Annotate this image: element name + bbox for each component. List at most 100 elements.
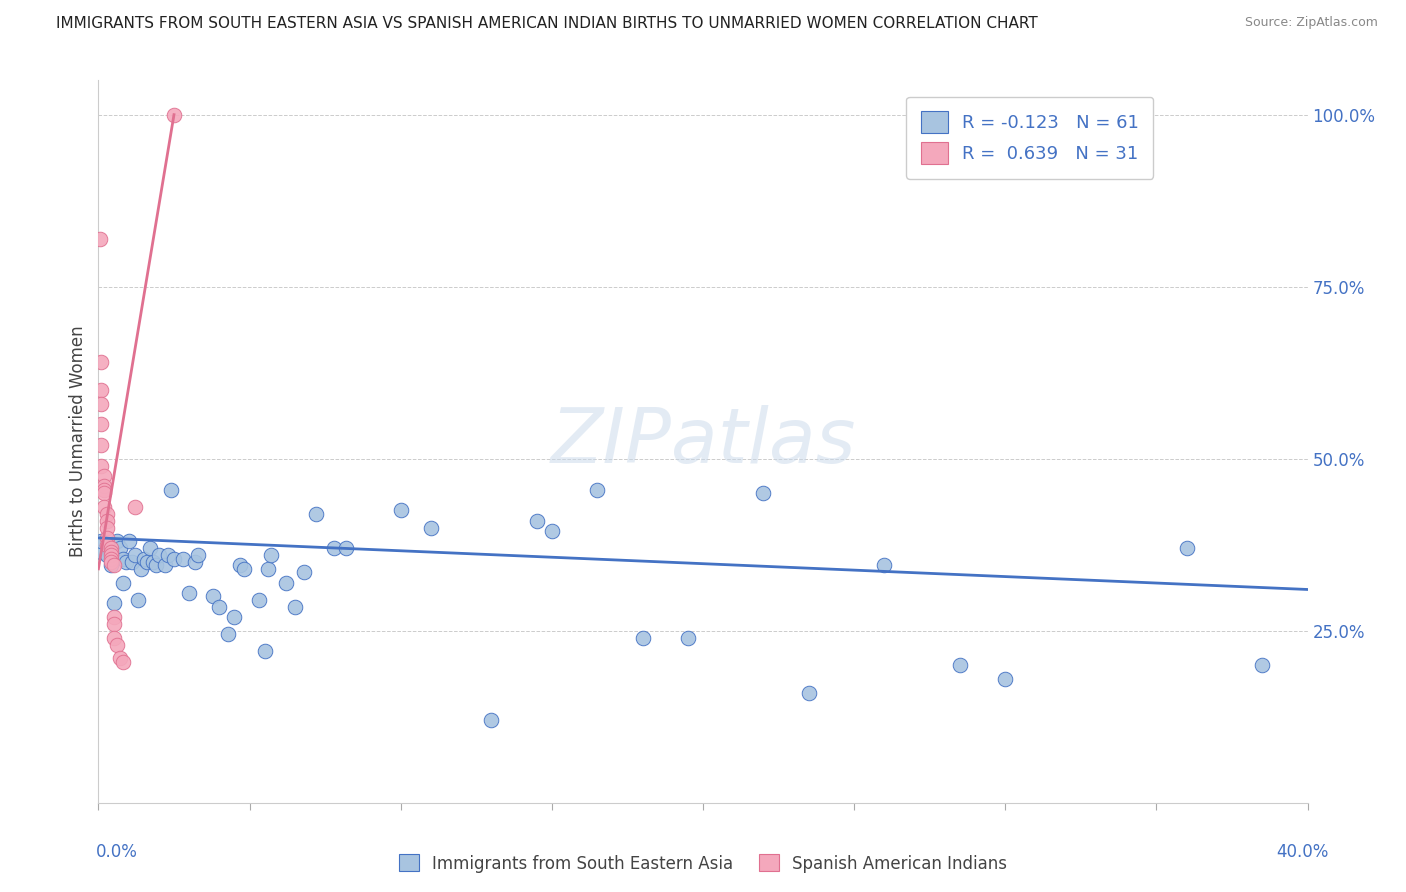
Point xyxy=(100,548,122,562)
Point xyxy=(93,479,115,493)
Point xyxy=(103,610,125,624)
Point xyxy=(676,631,699,645)
Point xyxy=(103,558,125,573)
Point xyxy=(232,562,254,576)
Point xyxy=(90,355,112,369)
Point xyxy=(256,562,278,576)
Point xyxy=(873,558,896,573)
Point xyxy=(96,538,118,552)
Point xyxy=(100,555,122,569)
Point xyxy=(90,458,112,473)
Point xyxy=(90,397,112,411)
Point xyxy=(135,555,157,569)
Point xyxy=(111,575,134,590)
Point xyxy=(105,638,128,652)
Point xyxy=(631,631,654,645)
Text: 0.0%: 0.0% xyxy=(96,843,138,861)
Point xyxy=(323,541,346,556)
Point xyxy=(247,592,270,607)
Point xyxy=(90,383,112,397)
Point xyxy=(118,534,141,549)
Point xyxy=(111,551,134,566)
Point xyxy=(90,534,112,549)
Text: Source: ZipAtlas.com: Source: ZipAtlas.com xyxy=(1244,16,1378,29)
Point xyxy=(121,555,143,569)
Point xyxy=(156,548,179,562)
Point xyxy=(202,590,225,604)
Point xyxy=(93,469,115,483)
Point xyxy=(305,507,328,521)
Point xyxy=(160,483,183,497)
Point xyxy=(284,599,307,614)
Point xyxy=(93,483,115,497)
Point xyxy=(96,507,118,521)
Point xyxy=(142,555,165,569)
Point xyxy=(172,551,194,566)
Point xyxy=(184,555,207,569)
Point xyxy=(163,551,186,566)
Point xyxy=(124,500,146,514)
Text: IMMIGRANTS FROM SOUTH EASTERN ASIA VS SPANISH AMERICAN INDIAN BIRTHS TO UNMARRIE: IMMIGRANTS FROM SOUTH EASTERN ASIA VS SP… xyxy=(56,16,1038,31)
Point xyxy=(208,599,231,614)
Point xyxy=(994,672,1017,686)
Point xyxy=(93,486,115,500)
Point xyxy=(217,627,239,641)
Point xyxy=(179,586,201,600)
Point xyxy=(103,631,125,645)
Point xyxy=(108,651,131,665)
Point xyxy=(103,596,125,610)
Point xyxy=(100,558,122,573)
Point xyxy=(949,658,972,673)
Text: 40.0%: 40.0% xyxy=(1277,843,1329,861)
Point xyxy=(93,500,115,514)
Point xyxy=(526,514,548,528)
Point xyxy=(260,548,283,562)
Point xyxy=(124,548,146,562)
Point xyxy=(100,544,122,558)
Point xyxy=(114,555,136,569)
Point xyxy=(292,566,315,580)
Point xyxy=(100,541,122,556)
Point xyxy=(132,551,155,566)
Y-axis label: Births to Unmarried Women: Births to Unmarried Women xyxy=(69,326,87,558)
Point xyxy=(1251,658,1274,673)
Point xyxy=(108,541,131,556)
Point xyxy=(586,483,609,497)
Point xyxy=(274,575,297,590)
Point xyxy=(96,514,118,528)
Point xyxy=(224,610,246,624)
Point xyxy=(96,520,118,534)
Text: ZIPatlas: ZIPatlas xyxy=(550,405,856,478)
Point xyxy=(96,548,118,562)
Point xyxy=(229,558,252,573)
Point xyxy=(139,541,162,556)
Point xyxy=(96,531,118,545)
Point xyxy=(103,616,125,631)
Point xyxy=(335,541,357,556)
Point xyxy=(89,231,111,245)
Point xyxy=(389,503,412,517)
Point xyxy=(100,541,122,556)
Legend: Immigrants from South Eastern Asia, Spanish American Indians: Immigrants from South Eastern Asia, Span… xyxy=(392,847,1014,880)
Point xyxy=(90,544,112,558)
Point xyxy=(540,524,562,538)
Point xyxy=(481,713,503,727)
Point xyxy=(111,655,134,669)
Point xyxy=(253,644,276,658)
Point xyxy=(148,548,170,562)
Point xyxy=(163,108,186,122)
Point xyxy=(129,562,152,576)
Point xyxy=(100,551,122,566)
Point xyxy=(153,558,176,573)
Point xyxy=(105,534,128,549)
Point xyxy=(1175,541,1198,556)
Point xyxy=(187,548,209,562)
Point xyxy=(145,558,167,573)
Point xyxy=(420,520,443,534)
Point xyxy=(90,417,112,432)
Point xyxy=(797,686,820,700)
Point xyxy=(752,486,775,500)
Legend: R = -0.123   N = 61, R =  0.639   N = 31: R = -0.123 N = 61, R = 0.639 N = 31 xyxy=(905,96,1153,178)
Point xyxy=(127,592,149,607)
Point xyxy=(90,438,112,452)
